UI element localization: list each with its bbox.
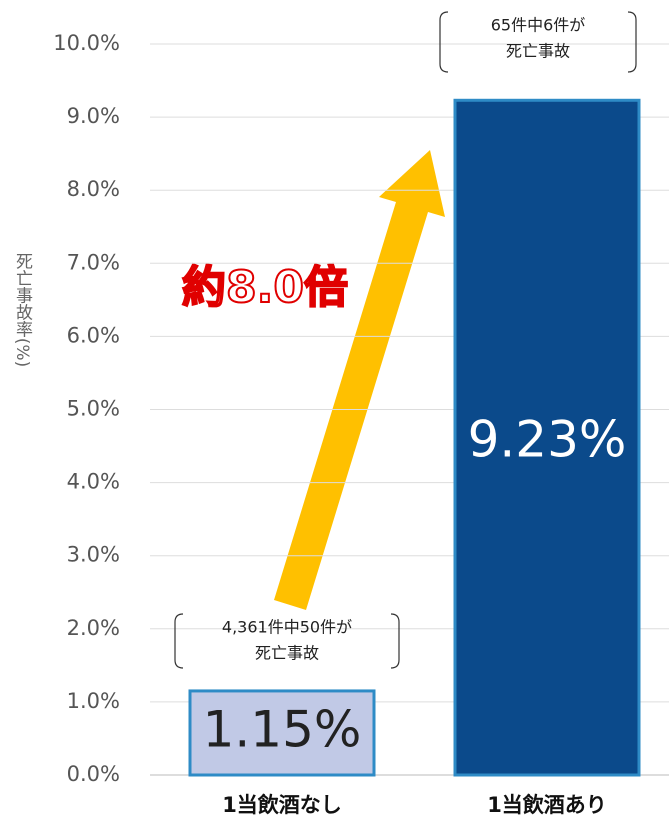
value-label: 1.15% [203,700,362,758]
bracket-right [390,613,400,669]
value-label: 9.23% [468,411,627,469]
annotation: 4,361件中50件が [222,618,352,637]
y-axis-label: 死亡事故率(%) [12,253,33,367]
x-tick-label: 1当飲酒なし [222,793,342,817]
y-tick-label: 6.0% [67,323,120,347]
y-tick-label: 0.0% [67,762,120,786]
y-tick-label: 10.0% [53,31,120,55]
x-tick-label: 1当飲酒あり [487,793,607,817]
bracket-left [174,613,184,669]
bracket-left [439,11,449,73]
ratio-arrow [274,150,445,610]
y-tick-label: 5.0% [67,397,120,421]
y-tick-label: 7.0% [67,250,120,274]
annotation: 65件中6件が [491,16,586,35]
bar [188,689,376,777]
y-tick-label: 1.0% [67,689,120,713]
bar [453,98,641,777]
y-tick-label: 9.0% [67,104,120,128]
bracket-right [627,11,637,73]
annotation: 死亡事故 [255,644,319,663]
y-tick-label: 2.0% [67,616,120,640]
y-tick-label: 3.0% [67,543,120,567]
annotation: 死亡事故 [506,42,570,61]
y-tick-label: 4.0% [67,470,120,494]
ratio-label: 約8.0倍 [182,262,348,313]
y-tick-label: 8.0% [67,177,120,201]
